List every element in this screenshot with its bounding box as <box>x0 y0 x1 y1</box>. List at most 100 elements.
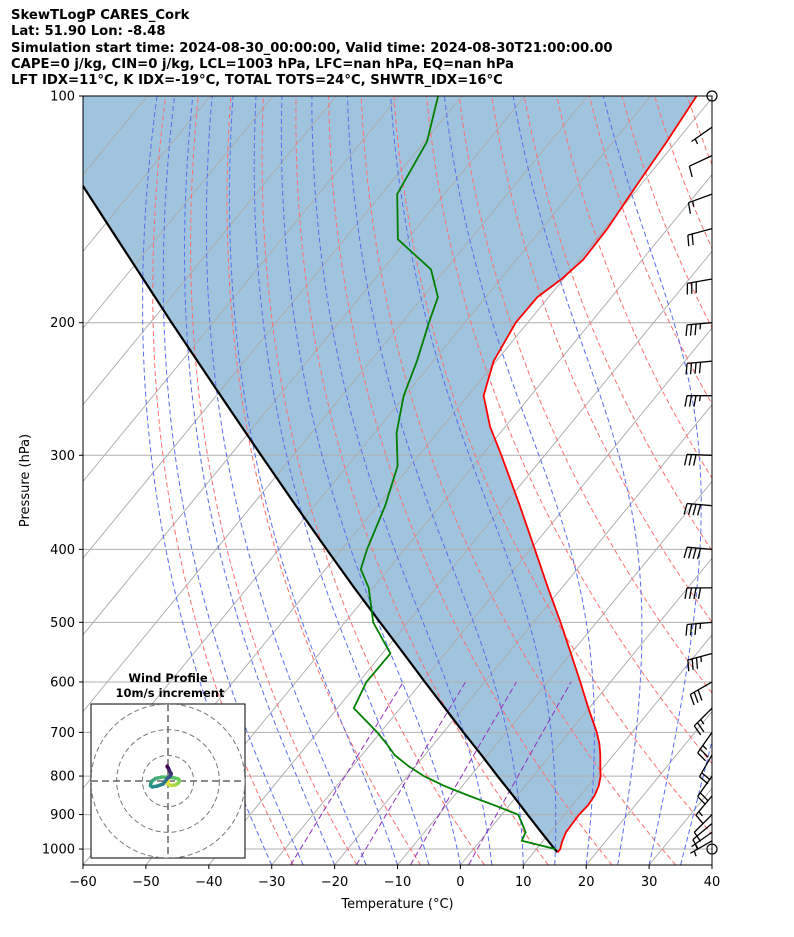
moist-adiabat <box>162 96 304 865</box>
wind-barb-full-flag <box>692 547 697 559</box>
isotherm-line <box>522 634 712 865</box>
wind-barb-full-flag <box>693 692 699 703</box>
wind-barb <box>687 227 713 247</box>
moist-adiabat <box>142 96 273 865</box>
x-tick-label: −30 <box>258 875 285 890</box>
isotherm-line <box>271 327 712 865</box>
wind-barb-full-flag <box>683 503 688 515</box>
wind-barb-full-flag <box>688 454 693 466</box>
wind-barb <box>693 814 713 842</box>
wind-barb <box>687 193 713 214</box>
mixing-ratio-line <box>355 681 466 865</box>
moist-adiabat <box>280 96 461 865</box>
mixing-ratio-line <box>468 681 572 865</box>
dry-adiabat <box>785 96 794 865</box>
calm-wind-circle <box>706 843 718 855</box>
wind-barb-full-flag <box>687 202 692 214</box>
x-tick-label: −60 <box>69 875 96 890</box>
moist-adiabat <box>390 96 557 865</box>
moist-adiabat <box>229 96 398 865</box>
x-tick-label: 40 <box>704 875 721 890</box>
wind-barb-half-flag <box>702 745 708 750</box>
moist-adiabat <box>744 96 794 865</box>
wind-barb <box>685 322 713 337</box>
y-tick-label: 400 <box>50 543 75 558</box>
wind-barb <box>698 754 713 785</box>
wind-barb-half-flag <box>699 323 702 330</box>
dewpoint-line <box>352 96 556 850</box>
dry-adiabat <box>425 96 712 765</box>
wind-barb <box>689 681 713 706</box>
parcel-profile-line <box>83 184 559 854</box>
x-tick-label: −40 <box>195 875 222 890</box>
y-tick-label: 100 <box>50 90 75 105</box>
wind-barb-full-flag <box>683 454 688 466</box>
wind-barb-full-flag <box>689 624 693 636</box>
wind-barb <box>691 126 713 145</box>
wind-barb-full-flag <box>694 324 697 336</box>
moist-adiabat <box>253 96 430 865</box>
wind-barb-full-flag <box>697 752 706 762</box>
wind-barb-full-flag <box>685 324 688 337</box>
isotherm-line <box>460 557 712 865</box>
wind-barb-full-flag <box>692 839 699 850</box>
wind-barb <box>690 840 713 857</box>
wind-barb-shaft <box>687 360 713 365</box>
plot-area <box>83 96 794 865</box>
wind-barb-full-flag <box>693 831 702 842</box>
wind-barb-shaft <box>687 652 713 661</box>
location-line: Lat: 51.90 Lon: -8.48 <box>11 24 166 40</box>
dry-adiabat <box>491 96 712 623</box>
moist-adiabat <box>205 96 367 865</box>
wind-barb-full-flag <box>692 504 697 516</box>
wind-barb-full-flag <box>692 454 697 466</box>
isotherm-line <box>711 864 712 865</box>
wind-barb <box>684 395 712 407</box>
y-tick-label: 1000 <box>42 843 75 858</box>
dry-adiabat <box>654 96 712 250</box>
y-tick-label: 900 <box>50 808 75 823</box>
wind-barb-shaft <box>690 681 713 696</box>
dry-adiabat <box>328 96 613 865</box>
isotherm-line <box>83 96 589 713</box>
wind-barb-half-flag <box>698 811 703 817</box>
moist-adiabat <box>346 96 524 865</box>
dry-adiabat <box>720 96 794 865</box>
wind-barb-half-flag <box>700 719 705 725</box>
x-axis-label: Temperature (°C) <box>340 897 453 912</box>
dry-adiabat <box>152 96 294 865</box>
x-tick-label: −20 <box>321 875 348 890</box>
wind-barb-full-flag <box>699 748 709 758</box>
wind-barb <box>692 823 713 850</box>
wind-barb-shaft <box>687 278 713 284</box>
chart-title: SkewTLogP CARES_Cork <box>11 8 190 23</box>
moist-adiabat <box>602 96 702 865</box>
wind-barb <box>684 587 712 600</box>
dry-adiabat <box>752 96 794 865</box>
wind-barb-half-flag <box>692 201 695 207</box>
x-tick-label: −10 <box>384 875 411 890</box>
wind-barb <box>686 278 713 295</box>
wind-barb-full-flag <box>688 395 693 407</box>
y-tick-label: 200 <box>50 316 75 331</box>
moist-adiabat <box>711 863 712 865</box>
wind-barb <box>697 732 713 762</box>
wind-barb <box>683 546 713 560</box>
isotherm-line <box>83 96 211 253</box>
wind-barb-full-flag <box>694 362 697 374</box>
index-line: LFT IDX=11°C, K IDX=-19°C, TOTAL TOTS=24… <box>11 73 503 89</box>
y-axis-label: Pressure (hPa) <box>18 434 33 527</box>
wind-barb-full-flag <box>693 725 702 736</box>
wind-barb <box>683 453 713 466</box>
time-line: Simulation start time: 2024-08-30_00:00:… <box>11 40 613 56</box>
isotherm-line <box>208 250 712 865</box>
mixing-ratio-line <box>409 681 517 865</box>
y-tick-label: 600 <box>50 675 75 690</box>
wind-barb-shaft <box>697 732 713 754</box>
moist-adiabat <box>184 96 336 865</box>
isotherm-line <box>83 96 463 559</box>
wind-barb-full-flag <box>697 796 706 805</box>
isotherm-line <box>145 173 712 865</box>
wind-barb-shaft <box>689 155 713 167</box>
